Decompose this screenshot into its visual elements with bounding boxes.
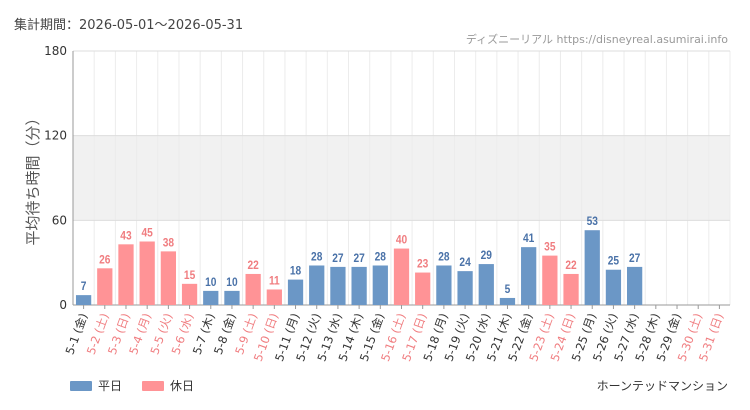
y-tick-label: 120 <box>44 129 67 143</box>
bar-value-label: 5 <box>505 283 511 296</box>
y-tick-label: 0 <box>59 298 67 312</box>
bar <box>97 268 113 305</box>
bar <box>436 265 452 305</box>
bar-value-label: 22 <box>247 259 258 272</box>
bar <box>542 255 558 305</box>
bar <box>393 248 410 305</box>
bar <box>160 251 177 305</box>
legend-holiday: 休日 <box>142 377 194 394</box>
bar-value-label: 53 <box>587 216 598 229</box>
source-label: ディズニーリアル https://disneyreal.asumirai.inf… <box>465 33 728 46</box>
period-label: 集計期間：2026-05-01～2026-05-31 <box>14 18 244 33</box>
shaded-band <box>73 135 730 221</box>
bar <box>457 271 473 305</box>
bar <box>266 289 282 305</box>
bar <box>499 297 516 305</box>
y-tick-label: 60 <box>52 213 67 227</box>
bar <box>330 266 346 305</box>
legend: 平日 休日 <box>70 377 214 394</box>
bar-value-label: 10 <box>226 276 237 289</box>
bar-value-label: 28 <box>438 251 449 264</box>
bar-value-label: 28 <box>311 251 322 264</box>
bar <box>139 241 155 305</box>
bar-value-label: 27 <box>353 252 364 265</box>
attraction-name: ホーンテッドマンション <box>596 379 728 393</box>
bar-value-label: 15 <box>184 269 195 282</box>
bar <box>478 264 494 305</box>
bar <box>203 290 219 305</box>
bar-value-label: 43 <box>120 230 131 243</box>
bar-value-label: 35 <box>544 241 555 254</box>
bar-value-label: 45 <box>142 227 153 240</box>
y-axis-label: 平均待ち時間（分） <box>24 110 42 245</box>
bar-value-label: 28 <box>375 251 386 264</box>
y-tick-label: 180 <box>44 44 67 58</box>
bar <box>521 247 537 305</box>
bar <box>309 265 325 305</box>
bar <box>245 273 261 305</box>
bar <box>584 230 600 305</box>
bar-value-label: 18 <box>290 265 301 278</box>
bar <box>224 290 240 305</box>
bar <box>415 272 431 305</box>
bar-value-label: 27 <box>332 252 343 265</box>
bar-value-label: 11 <box>269 275 280 288</box>
legend-weekday-label: 平日 <box>98 379 123 393</box>
holiday-swatch <box>142 380 165 391</box>
bar-value-label: 25 <box>608 255 619 268</box>
bar <box>351 266 367 305</box>
bar <box>118 244 134 305</box>
bar-value-label: 23 <box>417 258 428 271</box>
bar-value-label: 24 <box>459 256 471 269</box>
bar-value-label: 38 <box>163 237 174 250</box>
bar-value-label: 29 <box>481 249 492 262</box>
bar-value-label: 7 <box>81 280 87 293</box>
weekday-swatch <box>70 380 92 391</box>
bar-value-label: 41 <box>523 232 534 245</box>
legend-holiday-label: 休日 <box>170 379 195 393</box>
bar <box>605 269 622 305</box>
bar <box>626 266 643 305</box>
bar-value-label: 26 <box>99 254 110 267</box>
bar-value-label: 22 <box>565 259 576 272</box>
bar <box>75 295 92 305</box>
bar <box>181 283 198 305</box>
legend-weekday: 平日 <box>70 377 122 394</box>
bar-value-label: 10 <box>205 276 216 289</box>
bar <box>372 265 388 305</box>
bar <box>287 279 304 305</box>
bar-value-label: 27 <box>629 252 640 265</box>
bar-value-label: 40 <box>396 234 407 247</box>
bar <box>563 273 579 305</box>
